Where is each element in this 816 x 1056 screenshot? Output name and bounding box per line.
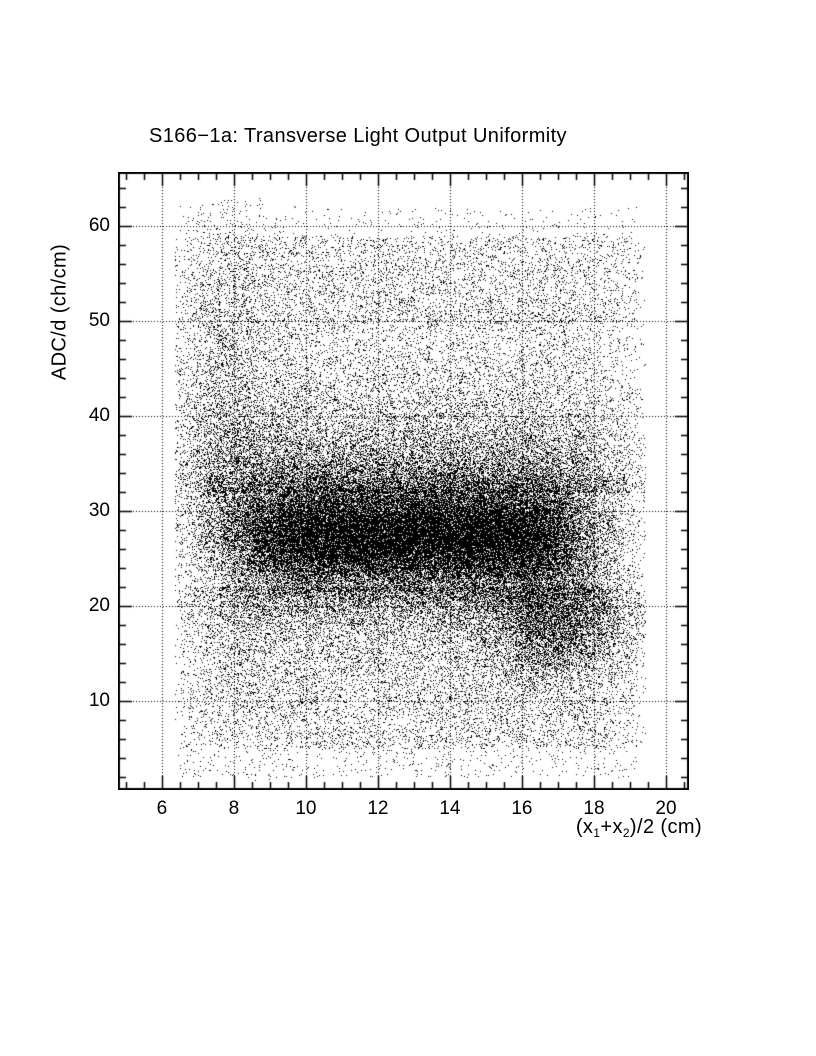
x-tick-label-20: 20 <box>655 798 677 819</box>
y-tick-label-60: 60 <box>88 215 110 237</box>
y-tick-label-40: 40 <box>88 404 110 426</box>
x-tick-label-12: 12 <box>367 798 389 819</box>
scatter-canvas <box>118 172 689 790</box>
y-tick-label-50: 50 <box>88 310 110 332</box>
x-tick-label-8: 8 <box>228 798 240 819</box>
x-subscript-1: 1 <box>593 826 601 840</box>
x-axis-label-part: +x <box>600 816 623 838</box>
y-tick-label-20: 20 <box>88 594 110 616</box>
chart-title: S166−1a: Transverse Light Output Uniform… <box>149 125 567 147</box>
x-subscript-2: 2 <box>622 826 630 840</box>
x-tick-label-10: 10 <box>295 798 317 819</box>
plot-area <box>118 172 689 790</box>
x-axis-label-part: (x <box>575 816 594 838</box>
y-tick-label-10: 10 <box>88 689 110 711</box>
x-axis-label: (x1+x2)/2 (cm) <box>576 816 702 840</box>
x-tick-label-18: 18 <box>583 798 605 819</box>
x-tick-label-16: 16 <box>511 798 533 819</box>
x-tick-label-14: 14 <box>439 798 461 819</box>
x-axis-label-part: )/2 (cm) <box>629 816 702 838</box>
y-tick-label-30: 30 <box>88 499 110 521</box>
x-tick-label-6: 6 <box>156 798 168 819</box>
